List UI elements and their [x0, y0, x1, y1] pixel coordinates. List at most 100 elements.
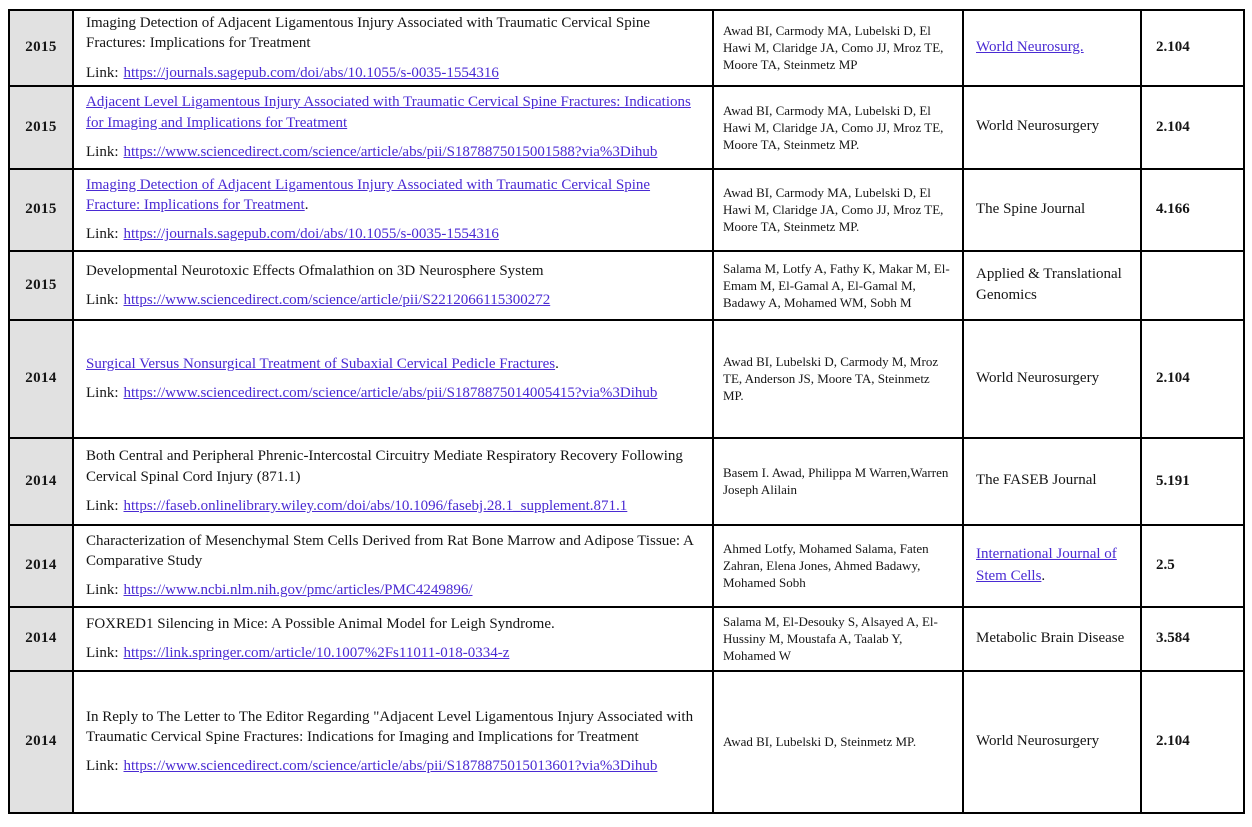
journal-name: The FASEB Journal: [976, 472, 1097, 489]
title-line: In Reply to The Letter to The Editor Reg…: [86, 707, 700, 748]
title-line: Surgical Versus Nonsurgical Treatment of…: [86, 354, 700, 374]
year-cell: 2015: [8, 84, 74, 170]
title-cell: Both Central and Peripheral Phrenic-Inte…: [72, 436, 714, 526]
year-cell: 2015: [8, 167, 74, 252]
publication-row: 2014 FOXRED1 Silencing in Mice: A Possibl…: [8, 605, 1245, 672]
title-cell: In Reply to The Letter to The Editor Reg…: [72, 669, 714, 814]
journal-cell: World Neurosurgery: [962, 84, 1142, 170]
link-line: Link: https://www.sciencedirect.com/scien…: [86, 756, 700, 776]
journal-name: World Neurosurgery: [976, 118, 1100, 135]
link-label: Link:: [86, 226, 119, 243]
journal-link[interactable]: International Journal of Stem Cells: [976, 546, 1117, 584]
authors-text: Awad BI, Carmody MA, Lubelski D, El Hawi…: [723, 102, 944, 152]
publication-url-link[interactable]: https://www.sciencedirect.com/science/ar…: [123, 291, 551, 308]
authors-cell: Awad BI, Carmody MA, Lubelski D, El Hawi…: [712, 9, 964, 87]
publication-title: Imaging Detection of Adjacent Ligamentou…: [86, 15, 651, 52]
publication-row: 2014 Both Central and Peripheral Phrenic-…: [8, 436, 1245, 526]
link-label: Link:: [86, 758, 119, 775]
publication-title-link[interactable]: Adjacent Level Ligamentous Injury Associ…: [86, 94, 691, 131]
authors-text: Awad BI, Lubelski D, Steinmetz MP.: [723, 734, 917, 750]
journal-cell: World Neurosurg.: [962, 9, 1142, 87]
title-line: Adjacent Level Ligamentous Injury Associ…: [86, 92, 700, 133]
publication-title-link[interactable]: Surgical Versus Nonsurgical Treatment of…: [86, 356, 556, 372]
impact-factor-value: 5.191: [1156, 472, 1190, 489]
year-cell: 2014: [8, 523, 74, 608]
title-line: Both Central and Peripheral Phrenic-Inte…: [86, 446, 700, 487]
publication-title: Developmental Neurotoxic Effects Ofmalat…: [86, 262, 544, 279]
impact-factor-cell: 2.104: [1140, 318, 1245, 439]
authors-cell: Awad BI, Lubelski D, Steinmetz MP.: [712, 669, 964, 814]
impact-factor-cell: 5.191: [1140, 436, 1245, 526]
impact-factor-value: 2.104: [1156, 39, 1190, 56]
impact-factor-cell: 2.104: [1140, 9, 1245, 87]
year-cell: 2015: [8, 9, 74, 87]
authors-text: Basem I. Awad, Philippa M Warren,Warren …: [723, 465, 949, 498]
authors-cell: Ahmed Lotfy, Mohamed Salama, Faten Zahra…: [712, 523, 964, 608]
link-line: Link: https://link.springer.com/article/1…: [86, 643, 700, 663]
impact-factor-value: 3.584: [1156, 630, 1190, 647]
link-line: Link: https://www.sciencedirect.com/scien…: [86, 383, 700, 403]
title-cell: Developmental Neurotoxic Effects Ofmalat…: [72, 249, 714, 321]
publication-url-link[interactable]: https://link.springer.com/article/10.100…: [123, 645, 510, 662]
journal-cell: International Journal of Stem Cells.: [962, 523, 1142, 608]
journal-cell: Applied & Translational Genomics: [962, 249, 1142, 321]
publication-row: 2015 Imaging Detection of Adjacent Ligame…: [8, 9, 1245, 87]
authors-text: Awad BI, Carmody MA, Lubelski D, El Hawi…: [723, 185, 944, 235]
publication-url-link[interactable]: https://faseb.onlinelibrary.wiley.com/do…: [123, 497, 628, 514]
link-line: Link: https://www.sciencedirect.com/scien…: [86, 290, 700, 310]
impact-factor-value: 2.104: [1156, 733, 1190, 750]
link-label: Link:: [86, 64, 119, 81]
title-cell: Imaging Detection of Adjacent Ligamentou…: [72, 9, 714, 87]
authors-cell: Awad BI, Carmody MA, Lubelski D, El Hawi…: [712, 84, 964, 170]
publication-row: 2015 Developmental Neurotoxic Effects Ofm…: [8, 249, 1245, 321]
journal-name: Applied & Translational Genomics: [976, 265, 1122, 304]
title-cell: Imaging Detection of Adjacent Ligamentou…: [72, 167, 714, 252]
impact-factor-cell: 2.104: [1140, 84, 1245, 170]
link-line: Link: https://journals.sagepub.com/doi/ab…: [86, 224, 700, 244]
publication-title: Characterization of Mesenchymal Stem Cel…: [86, 532, 693, 570]
journal-name: The Spine Journal: [976, 200, 1086, 217]
title-cell: FOXRED1 Silencing in Mice: A Possible An…: [72, 605, 714, 672]
publication-row: 2015 Adjacent Level Ligamentous Injury As…: [8, 84, 1245, 170]
publications-table: 2015 Imaging Detection of Adjacent Ligame…: [8, 9, 1245, 814]
publication-url-link[interactable]: https://www.sciencedirect.com/science/ar…: [123, 758, 658, 775]
impact-factor-cell: 2.5: [1140, 523, 1245, 608]
publication-title-link[interactable]: Imaging Detection of Adjacent Ligamentou…: [86, 176, 651, 214]
publication-row: 2014 Characterization of Mesenchymal Stem…: [8, 523, 1245, 608]
publication-title: In Reply to The Letter to The Editor Reg…: [86, 708, 694, 746]
title-line: Imaging Detection of Adjacent Ligamentou…: [86, 13, 700, 54]
publication-url-link[interactable]: https://journals.sagepub.com/doi/abs/10.…: [123, 64, 499, 81]
link-line: Link: https://www.sciencedirect.com/scien…: [86, 142, 700, 162]
year-cell: 2014: [8, 605, 74, 672]
authors-cell: Awad BI, Lubelski D, Carmody M, Mroz TE,…: [712, 318, 964, 439]
link-label: Link:: [86, 582, 119, 599]
impact-factor-cell: 2.104: [1140, 669, 1245, 814]
impact-factor-cell: 3.584: [1140, 605, 1245, 672]
title-line: Characterization of Mesenchymal Stem Cel…: [86, 531, 700, 572]
journal-cell: World Neurosurgery: [962, 318, 1142, 439]
journal-name: Metabolic Brain Disease: [976, 629, 1125, 646]
link-line: Link: https://journals.sagepub.com/doi/ab…: [86, 63, 700, 83]
publication-url-link[interactable]: https://www.sciencedirect.com/science/ar…: [123, 143, 658, 160]
impact-factor-value: 2.104: [1156, 118, 1190, 135]
publication-url-link[interactable]: https://www.sciencedirect.com/science/ar…: [123, 385, 658, 402]
impact-factor-value: 4.166: [1156, 201, 1190, 218]
journal-cell: The FASEB Journal: [962, 436, 1142, 526]
publication-title: Both Central and Peripheral Phrenic-Inte…: [86, 448, 683, 485]
publication-url-link[interactable]: https://journals.sagepub.com/doi/abs/10.…: [123, 226, 499, 243]
impact-factor-value: 2.5: [1156, 557, 1175, 574]
authors-text: Ahmed Lotfy, Mohamed Salama, Faten Zahra…: [723, 541, 929, 591]
publication-url-link[interactable]: https://www.ncbi.nlm.nih.gov/pmc/article…: [123, 582, 473, 599]
publication-row: 2014 Surgical Versus Nonsurgical Treatmen…: [8, 318, 1245, 439]
title-cell: Adjacent Level Ligamentous Injury Associ…: [72, 84, 714, 170]
authors-cell: Salama M, El-Desouky S, Alsayed A, El-Hu…: [712, 605, 964, 672]
authors-text: Awad BI, Carmody MA, Lubelski D, El Hawi…: [723, 23, 944, 73]
authors-text: Salama M, Lotfy A, Fathy K, Makar M, El-…: [723, 260, 950, 310]
title-cell: Surgical Versus Nonsurgical Treatment of…: [72, 318, 714, 439]
authors-text: Awad BI, Lubelski D, Carmody M, Mroz TE,…: [723, 354, 939, 404]
journal-link[interactable]: World Neurosurg.: [976, 39, 1084, 55]
journal-cell: World Neurosurgery: [962, 669, 1142, 814]
impact-factor-value: 2.104: [1156, 370, 1190, 387]
publication-row: 2015 Imaging Detection of Adjacent Ligame…: [8, 167, 1245, 252]
journal-name: World Neurosurgery: [976, 369, 1100, 386]
